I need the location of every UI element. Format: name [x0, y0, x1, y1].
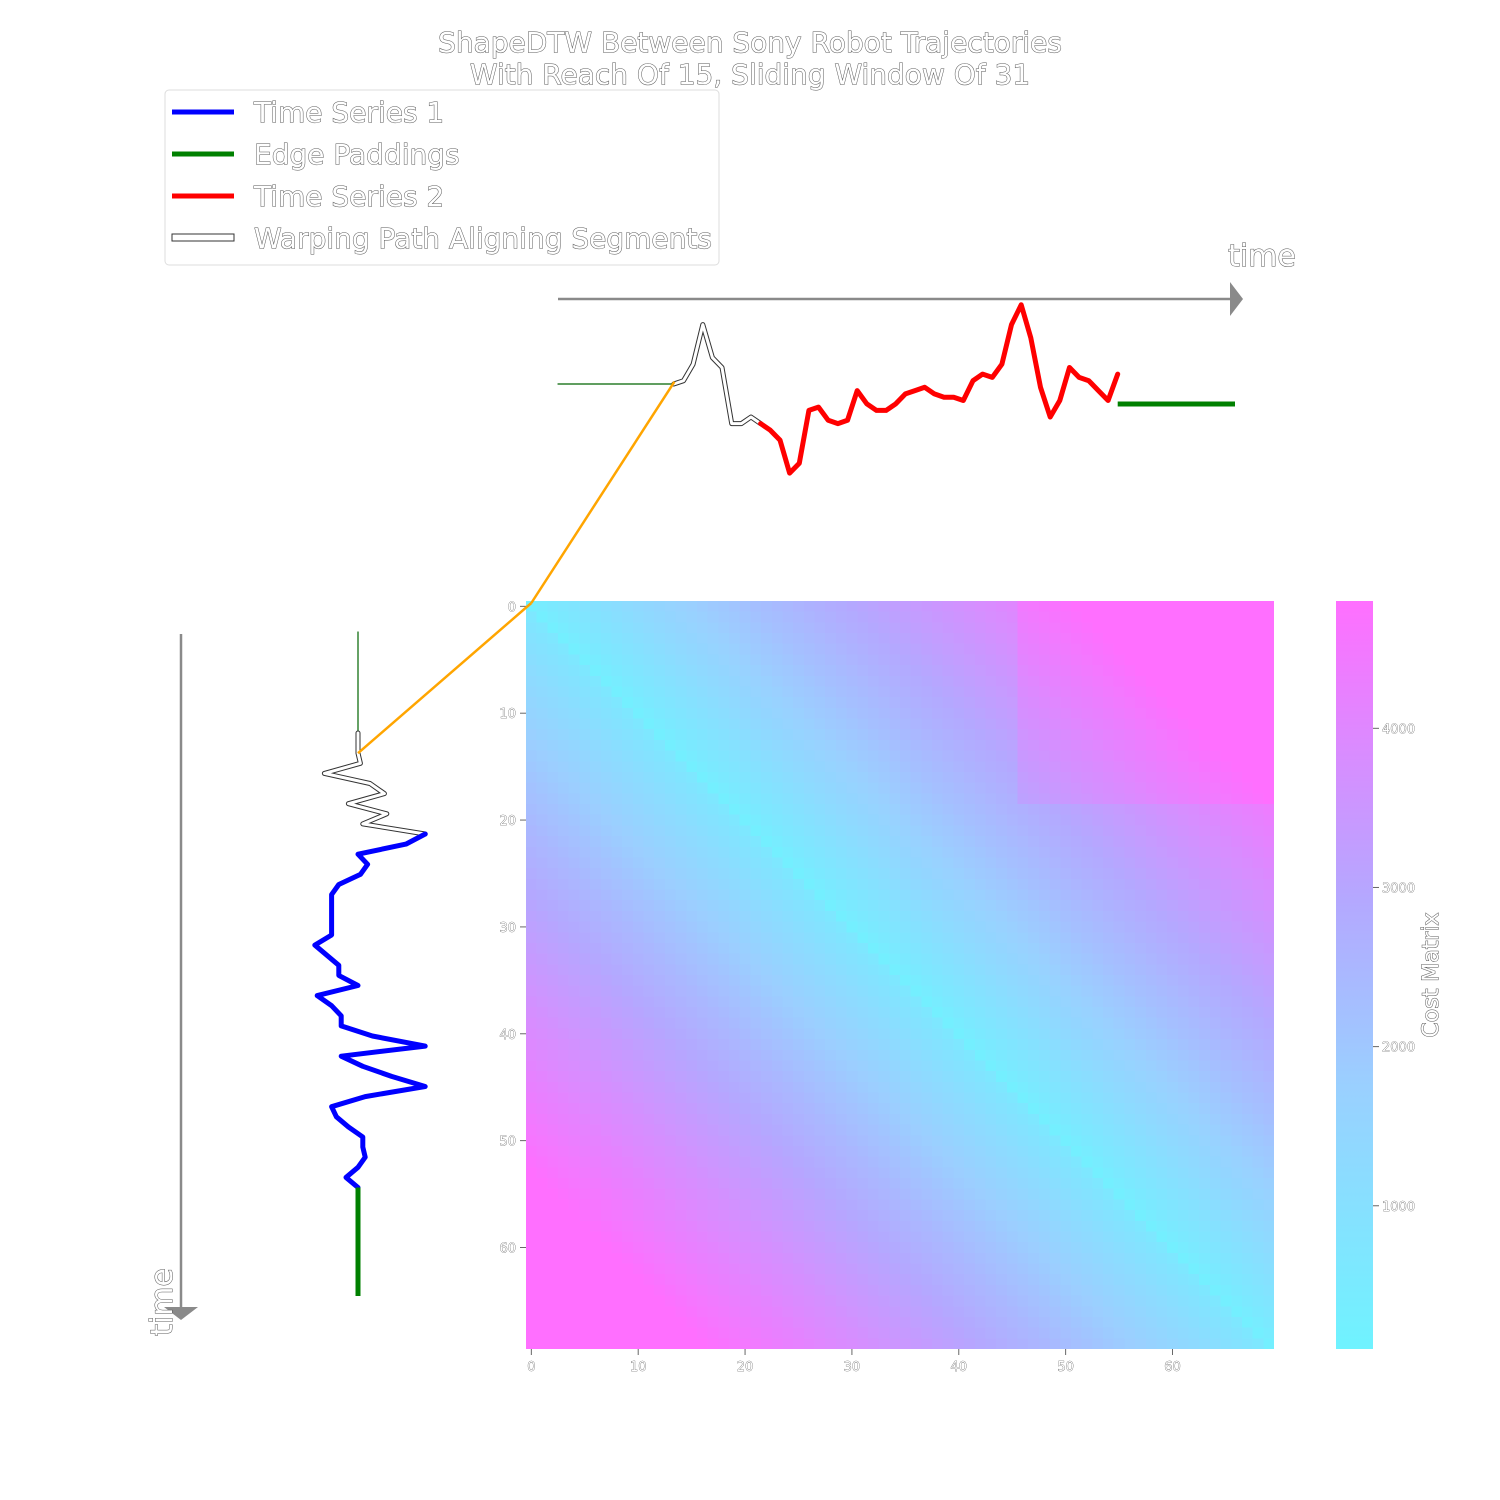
x-tick-label: 0	[527, 1360, 535, 1375]
chart-title-line1: ShapeDTW Between Sony Robot Trajectories	[438, 26, 1062, 59]
x-axis-ticks: 0 10 20 30 40 50 60	[527, 1349, 1181, 1375]
y-tick-label: 50	[499, 1135, 516, 1150]
x-tick-label: 10	[630, 1360, 647, 1375]
colorbar-tick-label: 1000	[1382, 1200, 1415, 1215]
time-label-horizontal: time	[1228, 239, 1296, 274]
legend-label-series1: Time Series 1	[253, 96, 444, 129]
time-arrow-horizontal: time	[558, 239, 1296, 316]
x-tick-label: 40	[950, 1360, 967, 1375]
legend: Time Series 1 Edge Paddings Time Series …	[164, 89, 720, 266]
time-arrow-h-head	[1230, 282, 1243, 316]
series2-warping-segment-fill	[672, 323, 763, 426]
y-tick-label: 20	[499, 814, 516, 829]
x-tick-label: 60	[1164, 1360, 1181, 1375]
time-arrow-vertical: time	[145, 634, 198, 1336]
alignment-connectors	[357, 381, 676, 755]
legend-label-series2: Time Series 2	[253, 180, 444, 213]
series1-line	[312, 831, 428, 1190]
time-arrow-v-head	[164, 1307, 198, 1320]
y-tick-label: 0	[508, 600, 516, 615]
y-tick-label: 10	[499, 707, 516, 722]
colorbar-gradient	[1336, 601, 1373, 1349]
x-tick-label: 20	[737, 1360, 754, 1375]
legend-label-warping: Warping Path Aligning Segments	[254, 222, 712, 255]
x-tick-label: 30	[844, 1360, 861, 1375]
cost-matrix-heatmap	[526, 601, 1274, 1349]
heatmap-cells	[526, 601, 1274, 1349]
legend-box	[164, 89, 720, 266]
series2-line	[758, 302, 1121, 476]
series1-warping-segment-fill	[322, 731, 427, 836]
colorbar: 1000 2000 3000 4000 Cost Matrix	[1336, 601, 1445, 1349]
colorbar-tick-label: 3000	[1382, 881, 1415, 896]
legend-label-padding: Edge Paddings	[254, 138, 460, 171]
connector-cell-to-series2	[530, 381, 676, 604]
connector-series1-to-cell	[357, 602, 533, 755]
colorbar-tick-label: 4000	[1382, 722, 1415, 737]
legend-swatch-warping	[171, 233, 235, 242]
x-tick-label: 50	[1057, 1360, 1074, 1375]
colorbar-tick-label: 2000	[1382, 1041, 1415, 1056]
y-axis-ticks: 0 10 20 30 40 50 60	[499, 600, 526, 1257]
y-tick-label: 30	[499, 921, 516, 936]
time-series-1-plot	[312, 631, 428, 1296]
colorbar-label: Cost Matrix	[1419, 912, 1444, 1037]
colorbar-ticks: 1000 2000 3000 4000	[1373, 722, 1415, 1215]
y-tick-label: 40	[499, 1028, 516, 1043]
chart-title-line2: With Reach Of 15, Sliding Window Of 31	[470, 58, 1030, 91]
y-tick-label: 60	[499, 1241, 516, 1256]
time-series-2-plot	[557, 302, 1235, 476]
time-label-vertical: time	[145, 1268, 180, 1336]
